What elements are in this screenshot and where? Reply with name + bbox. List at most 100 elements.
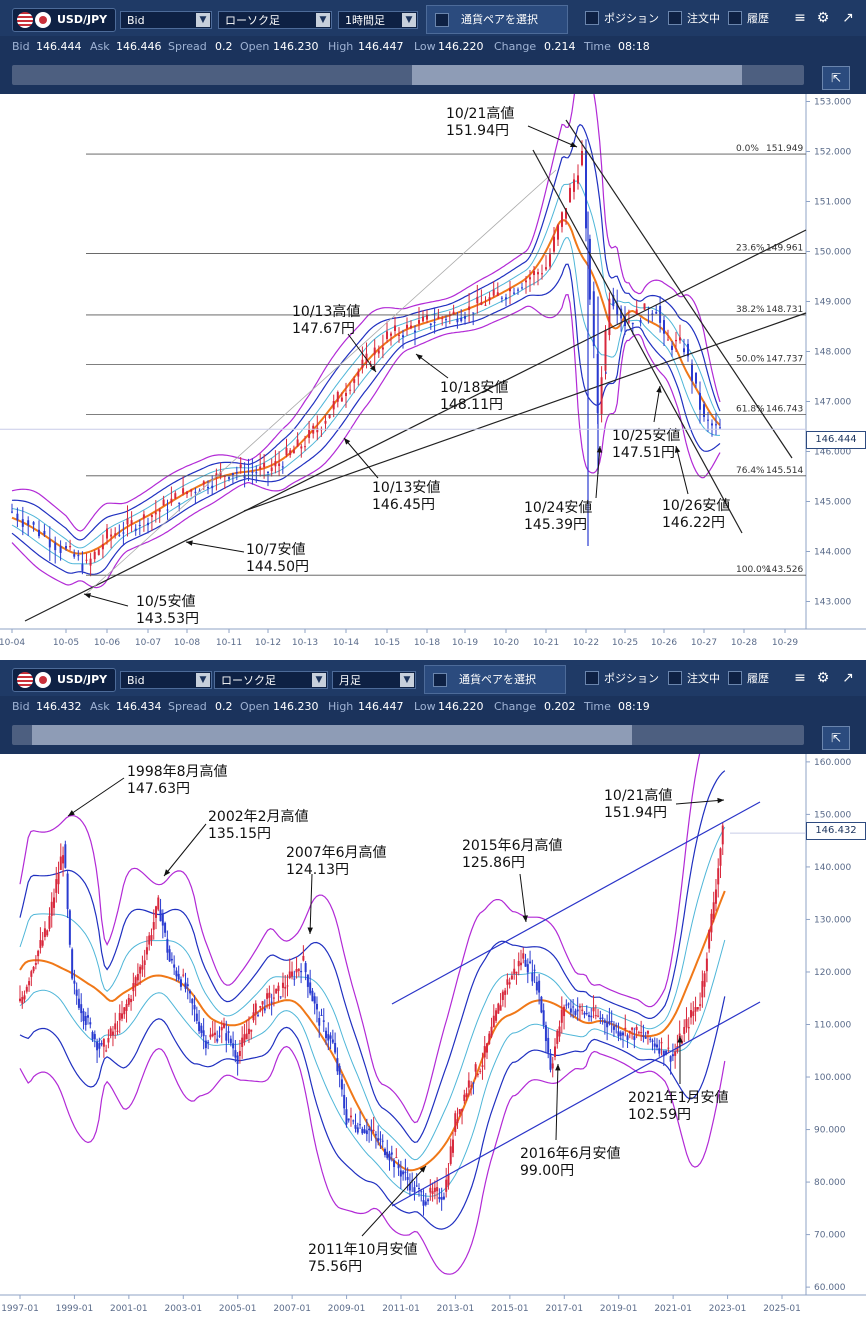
pair-checkbox[interactable] xyxy=(435,13,449,27)
candle-body xyxy=(85,559,88,561)
candle-body xyxy=(123,1007,126,1015)
annotation-arrow xyxy=(675,445,689,495)
candle-body xyxy=(65,545,67,549)
popout-icon[interactable]: ↗ xyxy=(842,10,854,26)
candle-body xyxy=(16,513,19,520)
orders-checkbox[interactable] xyxy=(668,671,682,685)
candle-body xyxy=(170,498,173,503)
bollinger-mid-band xyxy=(11,263,721,575)
symbol-selector[interactable]: USD/JPY xyxy=(12,668,116,692)
candle-body xyxy=(227,1031,230,1033)
gear-icon[interactable]: ⚙ xyxy=(816,670,830,686)
candle-body xyxy=(354,1124,357,1129)
high-label: High xyxy=(328,700,354,713)
low-label: Low xyxy=(414,700,436,713)
timeframe-select[interactable]: 1時間足 ▼ xyxy=(338,11,418,29)
x-tick-label: 10-14 xyxy=(333,638,359,648)
popout-icon[interactable]: ↗ xyxy=(842,670,854,686)
candle-body xyxy=(162,499,165,506)
pair-checkbox[interactable] xyxy=(433,673,447,687)
candle-body xyxy=(311,990,314,1002)
symbol-selector[interactable]: USD/JPY xyxy=(12,8,116,32)
orders-checkbox[interactable] xyxy=(668,11,682,25)
annotation-arrow xyxy=(527,125,578,148)
trendline xyxy=(24,229,807,622)
annotation-arrow xyxy=(163,823,207,877)
candle-body xyxy=(243,1034,246,1043)
candle-body xyxy=(395,1157,398,1159)
candle-body xyxy=(500,297,503,299)
x-tick-label: 10-04 xyxy=(0,638,25,648)
navigator-track[interactable] xyxy=(12,725,804,745)
candle-body xyxy=(712,902,715,919)
fibonacci-value-label: 145.514 xyxy=(766,466,803,476)
pair-select-button[interactable]: 通貨ペアを選択 xyxy=(426,5,568,34)
candle-body xyxy=(479,1070,482,1072)
candle-body xyxy=(626,1035,629,1040)
candle-body xyxy=(468,306,471,311)
candle-body xyxy=(372,1129,375,1131)
x-tick-label: 10-08 xyxy=(174,638,200,648)
candle-body xyxy=(202,1030,205,1037)
position-checkbox[interactable] xyxy=(585,671,599,685)
navigator-track[interactable] xyxy=(12,65,804,85)
candle-body xyxy=(306,974,309,987)
candle-body xyxy=(57,873,60,885)
monthly-candlestick-chart[interactable]: 60.000 70.000 80.000 90.000 100.000 110.000 12… xyxy=(0,754,866,1321)
fibonacci-percent-label: 50.0% xyxy=(736,355,765,365)
price-type-select[interactable]: Bid ▼ xyxy=(120,11,212,29)
candle-body xyxy=(216,1038,219,1042)
menu-icon[interactable]: ≡ xyxy=(794,670,806,686)
pair-select-button[interactable]: 通貨ペアを選択 xyxy=(424,665,566,694)
price-type-select[interactable]: Bid ▼ xyxy=(120,671,212,689)
candle-body xyxy=(186,491,188,495)
candle-body xyxy=(544,1025,547,1042)
navigator-window[interactable] xyxy=(412,65,742,85)
candle-body xyxy=(34,963,37,965)
candle-body xyxy=(23,995,26,1000)
candle-body xyxy=(492,289,495,296)
candle-body xyxy=(259,1006,262,1008)
candle-body xyxy=(289,450,292,455)
candle-body xyxy=(54,542,57,551)
chart-type-value: ローソク足 xyxy=(221,674,276,687)
candle-body xyxy=(198,1021,201,1032)
position-checkbox[interactable] xyxy=(585,11,599,25)
annotation-arrowhead xyxy=(596,446,603,453)
navigator-bar: ⇱ xyxy=(0,58,866,95)
annotation-value: 147.67円 xyxy=(292,321,355,337)
expand-icon[interactable]: ⇱ xyxy=(822,726,850,750)
candle-body xyxy=(708,929,711,949)
candle-body xyxy=(612,1026,615,1030)
history-checkbox[interactable] xyxy=(728,671,742,685)
candle-body xyxy=(554,1046,557,1057)
x-tick-label: 10-29 xyxy=(772,638,798,648)
candle-body xyxy=(66,873,69,910)
chart-type-select[interactable]: ローソク足 ▼ xyxy=(218,11,332,29)
candle-body xyxy=(508,982,511,985)
candle-body xyxy=(483,1046,486,1058)
menu-icon[interactable]: ≡ xyxy=(794,10,806,26)
hourly-candlestick-chart[interactable]: 143.000 144.000 145.000 146.000 147.000 148.0… xyxy=(0,94,866,655)
candle-body xyxy=(402,335,404,338)
candle-body xyxy=(130,520,133,525)
candle-body xyxy=(141,965,144,970)
candle-body xyxy=(361,1128,364,1134)
candle-body xyxy=(683,1027,686,1034)
x-tick-label: 2025-01 xyxy=(763,1304,801,1314)
candle-body xyxy=(219,471,222,476)
candle-body xyxy=(97,549,100,555)
candle-body xyxy=(46,930,49,936)
history-checkbox[interactable] xyxy=(728,11,742,25)
timeframe-select[interactable]: 月足 ▼ xyxy=(332,671,416,689)
candle-body xyxy=(472,1082,475,1084)
time-label: Time xyxy=(584,700,611,713)
expand-icon[interactable]: ⇱ xyxy=(822,66,850,90)
candle-body xyxy=(381,347,384,350)
chart-type-select[interactable]: ローソク足 ▼ xyxy=(214,671,328,689)
change-label: Change xyxy=(494,700,537,713)
gear-icon[interactable]: ⚙ xyxy=(816,10,830,26)
navigator-window[interactable] xyxy=(32,725,632,745)
candle-body xyxy=(166,509,169,511)
candle-body xyxy=(288,971,291,978)
